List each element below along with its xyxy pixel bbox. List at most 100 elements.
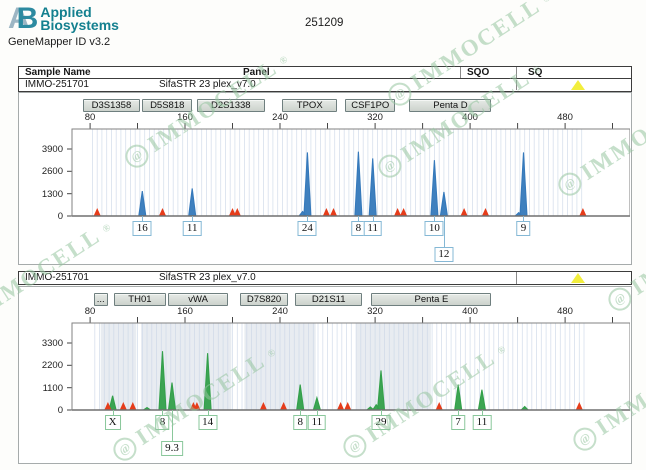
allele-label[interactable]: X [104, 415, 121, 430]
x-axis-label: 240 [272, 306, 288, 317]
sample-table-header: Sample Name Panel SQO SQ [19, 67, 631, 79]
size-standard-marker [259, 402, 267, 410]
sample-table: Sample Name Panel SQO SQ IMMO-251701 Sif… [18, 66, 632, 92]
x-axis-label: 400 [462, 112, 478, 123]
allele-label[interactable]: 9 [516, 221, 531, 236]
y-axis-label: 1300 [41, 188, 63, 200]
marker-button-D3S1358[interactable]: D3S1358 [82, 99, 140, 112]
allele-label[interactable]: 11 [472, 415, 492, 430]
col-header-sq: SQ [528, 67, 543, 78]
allele-label[interactable]: 29 [371, 415, 391, 430]
electropherogram-plot[interactable] [66, 123, 631, 219]
marker-button-Penta E[interactable]: Penta E [371, 293, 492, 306]
document-number: 251209 [305, 17, 344, 29]
electropherogram-plot[interactable] [66, 317, 631, 413]
y-axis-label: 2200 [41, 360, 63, 372]
allele-connector [358, 216, 360, 221]
allele-connector [162, 410, 164, 415]
size-standard-marker [579, 208, 587, 216]
column-divider [516, 272, 517, 284]
allele-connector [307, 216, 309, 221]
x-axis-label: 240 [272, 112, 288, 123]
allele-label[interactable]: 7 [451, 415, 465, 430]
x-axis-label: 320 [367, 306, 383, 317]
allele-connector [171, 410, 173, 441]
allele-connector [142, 216, 144, 221]
x-axis-label: 480 [557, 306, 573, 317]
size-standard-marker [129, 402, 137, 410]
allele-connector [443, 216, 445, 247]
col-header-sqo: SQO [467, 67, 490, 78]
allele-connector [316, 410, 318, 415]
allele-label[interactable]: 8 [293, 415, 307, 430]
marker-button-D2S1338[interactable]: D2S1338 [196, 99, 265, 112]
marker-button-D5S818[interactable]: D5S818 [142, 99, 193, 112]
sample-name-value: IMMO-251701 [25, 79, 89, 90]
size-standard-marker [119, 402, 127, 410]
x-axis-label: 80 [84, 112, 96, 123]
allele-label[interactable]: 8 [155, 415, 170, 430]
size-standard-marker [460, 208, 468, 216]
y-axis-label: 3300 [41, 338, 63, 349]
y-axis-label: 0 [57, 211, 63, 222]
y-axis-label: 3900 [41, 144, 63, 155]
x-axis-label: 400 [462, 306, 478, 317]
size-standard-marker [233, 208, 241, 216]
column-divider [516, 67, 517, 78]
marker-button-Penta D[interactable]: Penta D [409, 99, 492, 112]
marker-button-CSF1PO[interactable]: CSF1PO [345, 99, 396, 112]
electropherogram-panel-2: ... TH01 vWA D7S820 D21S11 Penta E 80 160 240 320… [18, 286, 632, 464]
allele-connector [458, 410, 460, 415]
logo-wordmark: Applied Biosystems [40, 4, 119, 33]
column-divider [516, 80, 517, 90]
marker-button-TPOX[interactable]: TPOX [282, 99, 338, 112]
allele-label[interactable]: 24 [297, 221, 317, 236]
allele-connector [207, 410, 209, 415]
x-axis-label: 160 [177, 306, 193, 317]
size-standard-marker [158, 208, 167, 216]
size-standard-marker [93, 208, 101, 216]
app-version-label: GeneMapper ID v3.2 [8, 36, 111, 48]
marker-button-TH01[interactable]: TH01 [113, 293, 167, 306]
marker-button-D21S11[interactable]: D21S11 [295, 293, 362, 306]
y-axis-label: 0 [57, 405, 63, 416]
sample-row-2[interactable]: IMMO-251701 SifaSTR 23 plex_v7.0 [18, 271, 632, 285]
sample-row-1[interactable]: IMMO-251701 SifaSTR 23 plex_v7.0 [19, 79, 631, 90]
size-standard-marker [322, 208, 330, 216]
allele-label[interactable]: 9.3 [161, 441, 183, 456]
ab-monogram-icon: AB [8, 2, 38, 35]
size-standard-marker [337, 402, 345, 410]
size-standard-marker [394, 208, 402, 216]
sq-warning-flag-icon[interactable] [571, 273, 585, 283]
sq-warning-flag-icon[interactable] [571, 80, 585, 90]
size-standard-marker [280, 402, 288, 410]
y-axis-label: 2600 [41, 166, 63, 178]
col-header-panel: Panel [243, 67, 270, 78]
panel-name-value: SifaSTR 23 plex_v7.0 [159, 272, 256, 283]
allele-connector [523, 216, 525, 221]
panel-name-value: SifaSTR 23 plex_v7.0 [159, 79, 256, 90]
allele-label[interactable]: 11 [363, 221, 382, 236]
size-standard-marker [228, 208, 237, 216]
allele-connector [192, 216, 194, 221]
marker-button-D7S820[interactable]: D7S820 [239, 293, 289, 306]
col-header-sample-name: Sample Name [25, 67, 91, 78]
allele-label[interactable]: 11 [182, 221, 202, 236]
allele-label[interactable]: 16 [132, 221, 152, 236]
allele-label[interactable]: 10 [424, 221, 444, 236]
allele-label[interactable]: 12 [434, 247, 454, 262]
size-standard-marker [575, 402, 583, 410]
electropherogram-panel-1: D3S1358 D5S818 D2S1338 TPOX CSF1PO Penta D 80 1… [18, 92, 632, 265]
size-standard-marker [329, 208, 338, 216]
marker-button-vWA[interactable]: vWA [168, 293, 228, 306]
allele-connector [112, 410, 114, 415]
column-divider [460, 67, 461, 78]
allele-label[interactable]: 11 [307, 415, 327, 430]
size-standard-marker [193, 402, 201, 410]
x-axis-label: 80 [84, 306, 96, 317]
y-axis-label: 1100 [42, 382, 63, 394]
allele-label[interactable]: 14 [198, 415, 218, 430]
allele-connector [434, 216, 436, 221]
marker-button-[interactable]: ... [93, 293, 108, 306]
